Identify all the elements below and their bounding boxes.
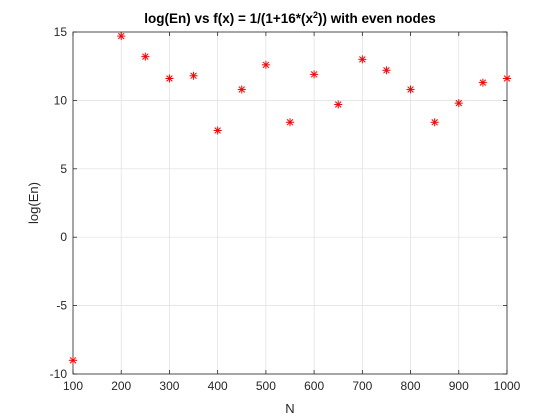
x-tick-label: 800: [401, 379, 421, 393]
data-point: [213, 126, 222, 135]
y-tick-label: -5: [56, 299, 67, 313]
y-tick-label: 5: [60, 162, 67, 176]
data-point: [286, 118, 294, 127]
data-point: [503, 74, 511, 83]
y-axis-ticks: -10 -5 0 5 10 15: [50, 25, 507, 381]
chart-title: log(En) vs f(x) = 1/(1+16*(x2)) with eve…: [144, 10, 436, 26]
data-point: [358, 55, 367, 64]
y-tick-label: 0: [60, 230, 67, 244]
x-tick-label: 1000: [494, 379, 521, 393]
data-point: [334, 100, 343, 109]
data-points: [69, 32, 511, 365]
y-tick-label: 10: [54, 93, 68, 107]
data-point: [406, 85, 415, 94]
y-tick-label: 15: [54, 25, 68, 39]
data-point: [117, 32, 126, 41]
data-point: [189, 71, 198, 80]
x-tick-label: 100: [63, 379, 83, 393]
y-axis-label: log(En): [26, 182, 41, 224]
plot-background: [73, 32, 507, 374]
data-point: [141, 52, 150, 61]
x-tick-label: 200: [111, 379, 131, 393]
data-point: [310, 70, 319, 79]
x-tick-label: 700: [352, 379, 372, 393]
x-tick-label: 400: [208, 379, 228, 393]
data-point: [69, 356, 77, 365]
x-tick-label: 900: [449, 379, 469, 393]
y-tick-label: -10: [50, 367, 68, 381]
data-point: [478, 78, 487, 87]
data-point: [261, 60, 270, 69]
data-point: [165, 74, 174, 83]
x-tick-label: 500: [256, 379, 276, 393]
x-tick-label: 300: [159, 379, 179, 393]
data-point: [237, 85, 246, 94]
x-tick-label: 600: [304, 379, 324, 393]
x-axis-label: N: [285, 401, 294, 416]
data-point: [430, 118, 439, 127]
data-point: [454, 99, 463, 108]
data-point: [382, 66, 391, 75]
plot-frame: [72, 31, 508, 375]
